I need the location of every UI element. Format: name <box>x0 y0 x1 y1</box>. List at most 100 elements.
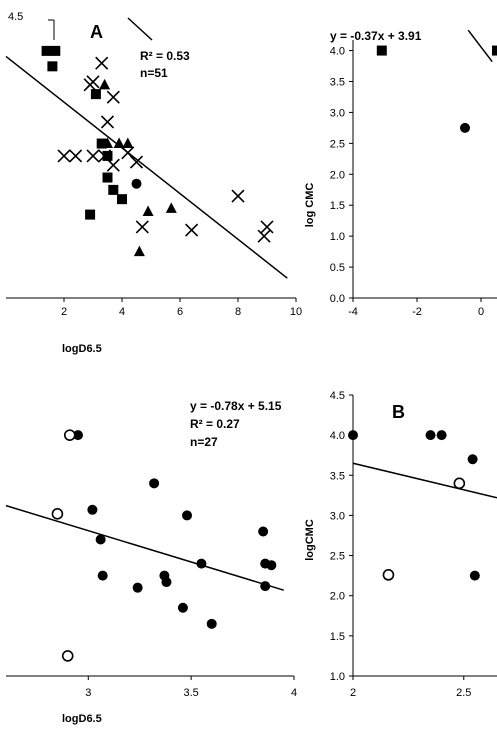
data-point <box>206 618 217 629</box>
y-tick-label: 2.0 <box>330 169 345 181</box>
trendline-equation: y = -0.37x + 3.91 <box>330 29 422 43</box>
data-point <box>41 45 52 56</box>
x-tick-label: 4 <box>291 687 297 699</box>
data-point <box>382 569 395 581</box>
data-point <box>95 56 109 70</box>
x-tick-label: 3 <box>85 687 91 699</box>
data-point <box>257 229 271 243</box>
data-point <box>73 430 83 441</box>
y-axis-title: logCMC <box>304 519 316 561</box>
data-point <box>57 149 71 163</box>
y-tick-label: 2.0 <box>330 591 345 603</box>
y-tick-label: 0.0 <box>330 293 345 305</box>
data-point <box>86 149 100 163</box>
trendline <box>467 29 493 63</box>
y-axis-title: log CMC <box>304 183 316 228</box>
data-point <box>87 504 98 515</box>
data-point <box>131 178 142 189</box>
data-point <box>61 650 74 662</box>
y-tick-label: 3.0 <box>330 510 345 522</box>
x-tick-label: 10 <box>290 306 302 318</box>
data-point <box>182 510 193 521</box>
data-point <box>260 220 274 234</box>
data-point <box>69 149 83 163</box>
y-tick-label: 1.0 <box>330 671 345 683</box>
y-tick-label: 3.0 <box>330 107 345 119</box>
y-tick-label: 2.5 <box>330 551 345 563</box>
data-point <box>376 45 387 56</box>
data-point <box>469 570 480 581</box>
y-tick-label: 4.0 <box>330 46 345 58</box>
y-tick-label: 1.5 <box>330 631 345 643</box>
data-point <box>453 477 466 490</box>
data-point <box>135 220 149 234</box>
y-tick-label: 3.5 <box>330 470 345 482</box>
data-point <box>122 137 134 149</box>
data-point <box>99 78 111 90</box>
data-point <box>63 429 76 441</box>
x-tick-label: 3.5 <box>183 687 198 699</box>
x-tick-label: 2.5 <box>456 687 471 699</box>
x-tick-label: 4 <box>119 306 125 318</box>
panel-label-a: A <box>90 22 103 42</box>
x-tick-label: 8 <box>235 306 241 318</box>
data-point <box>95 534 106 545</box>
data-point <box>177 602 188 613</box>
data-point <box>467 454 478 465</box>
data-point <box>85 209 96 220</box>
trendline <box>127 17 153 41</box>
sample-size-label: n=27 <box>190 435 218 449</box>
x-tick-label: 6 <box>177 306 183 318</box>
sample-size-label: n=51 <box>140 66 168 80</box>
y-tick-label: 1.5 <box>330 200 345 212</box>
y-tick-label: 4.5 <box>8 11 23 23</box>
data-point <box>51 508 64 520</box>
data-point <box>185 223 199 237</box>
data-point <box>102 150 113 161</box>
y-tick-label: 0.5 <box>330 262 345 274</box>
data-point <box>142 205 154 217</box>
data-point <box>100 115 115 129</box>
data-point <box>90 89 101 100</box>
x-axis-title: logD6.5 <box>62 713 102 725</box>
y-tick-label: 1.0 <box>330 231 345 243</box>
data-point <box>132 582 143 593</box>
x-tick-label: 0 <box>478 306 484 318</box>
data-point <box>436 430 447 441</box>
x-tick-label: -2 <box>412 306 422 318</box>
data-point <box>492 45 497 56</box>
data-point <box>266 560 277 571</box>
x-tick-label: 2 <box>350 687 356 699</box>
data-point <box>113 137 125 149</box>
chart-marks: 2 4 6 8 10 0.0 0.5 1.0 1.5 2.0 2.5 3.0 3.5 4.0 -4 -2 0 3 3… <box>5 17 497 699</box>
data-point <box>96 138 107 149</box>
trendline <box>352 462 497 499</box>
data-point <box>108 184 119 195</box>
data-point <box>50 45 61 56</box>
data-point <box>260 581 271 592</box>
y-tick-label: 4.5 <box>330 390 345 402</box>
data-point <box>258 526 269 537</box>
data-point <box>196 558 207 569</box>
trendline <box>5 504 284 591</box>
data-point <box>425 430 436 441</box>
y-tick-label: 4.0 <box>330 430 345 442</box>
data-point <box>121 146 135 160</box>
data-point <box>106 90 120 104</box>
data-point <box>133 245 145 257</box>
panel-label-b: B <box>392 402 405 422</box>
data-point <box>460 122 470 133</box>
data-point <box>106 158 120 172</box>
data-point <box>102 172 113 183</box>
data-point <box>47 61 58 72</box>
data-point <box>102 137 113 149</box>
data-point <box>231 189 245 203</box>
y-tick-label: 2.5 <box>330 138 345 150</box>
data-point <box>348 430 358 441</box>
data-point <box>86 75 100 89</box>
data-point <box>117 194 127 205</box>
x-tick-label: 2 <box>61 306 67 318</box>
data-point <box>161 577 172 588</box>
r-squared-label: R² = 0.53 <box>140 49 190 63</box>
